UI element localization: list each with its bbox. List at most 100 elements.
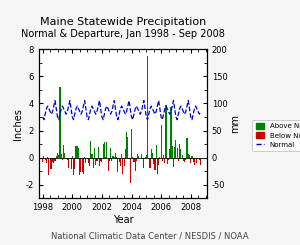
Bar (190, 158, 191, 163)
Bar (96, 158, 98, 161)
Bar (111, 158, 112, 161)
Bar (93, 158, 94, 168)
Bar (158, 158, 159, 165)
Bar (62, 158, 63, 160)
Bar (48, 158, 50, 175)
Bar (117, 158, 119, 172)
Bar (135, 158, 136, 171)
Bar (53, 158, 54, 163)
Bar (80, 158, 82, 172)
Bar (72, 156, 73, 158)
Bar (59, 87, 61, 158)
Bar (193, 158, 194, 161)
Bar (47, 157, 48, 158)
Bar (180, 149, 181, 158)
Bar (98, 147, 99, 158)
Bar (185, 158, 186, 160)
Bar (115, 153, 116, 158)
Bar (182, 155, 183, 158)
Bar (68, 158, 69, 168)
Bar (118, 158, 120, 162)
Bar (90, 141, 92, 158)
Bar (125, 149, 126, 158)
Bar (137, 154, 138, 158)
Bar (166, 105, 167, 158)
Bar (78, 148, 79, 158)
Bar (51, 158, 52, 169)
Bar (89, 158, 90, 166)
Bar (109, 158, 110, 161)
Bar (124, 158, 125, 166)
Bar (189, 155, 190, 158)
Bar (64, 153, 65, 158)
Bar (194, 158, 195, 165)
Bar (153, 158, 154, 164)
Bar (167, 158, 168, 164)
Bar (106, 142, 107, 158)
Bar (146, 155, 147, 158)
Bar (199, 158, 200, 160)
Bar (183, 158, 184, 161)
Bar (157, 158, 158, 174)
Bar (52, 158, 53, 162)
Bar (168, 158, 169, 160)
Bar (138, 156, 140, 158)
Bar (45, 158, 46, 160)
Bar (159, 157, 160, 158)
Bar (101, 158, 103, 162)
Bar (200, 158, 201, 165)
Bar (141, 154, 142, 158)
Legend: Above Normal, Below Normal, Normal: Above Normal, Below Normal, Normal (253, 120, 300, 151)
Bar (143, 158, 144, 168)
Bar (178, 158, 179, 161)
Bar (130, 158, 131, 183)
Bar (73, 158, 74, 175)
Bar (103, 144, 104, 158)
Bar (77, 146, 78, 158)
Bar (46, 158, 47, 163)
Bar (136, 158, 137, 161)
Bar (160, 125, 162, 158)
Bar (85, 158, 86, 163)
Bar (94, 148, 95, 158)
Bar (187, 138, 188, 158)
Bar (173, 158, 174, 167)
Bar (156, 145, 157, 158)
Text: National Climatic Data Center / NESDIS / NOAA: National Climatic Data Center / NESDIS /… (51, 231, 249, 240)
Bar (55, 158, 56, 161)
Bar (122, 158, 123, 174)
Bar (128, 158, 130, 159)
Bar (56, 156, 57, 158)
Bar (163, 155, 164, 158)
Bar (151, 149, 152, 158)
Bar (61, 154, 62, 158)
Bar (179, 144, 180, 158)
Bar (84, 157, 85, 158)
Bar (120, 158, 121, 166)
Bar (188, 155, 189, 158)
Bar (184, 158, 185, 162)
Bar (58, 155, 59, 158)
Bar (88, 158, 89, 163)
Bar (170, 107, 172, 158)
Bar (131, 129, 132, 158)
Bar (169, 149, 170, 158)
Bar (67, 158, 68, 160)
Y-axis label: Inches: Inches (13, 108, 23, 140)
Bar (112, 156, 114, 158)
Y-axis label: mm: mm (230, 114, 240, 133)
Bar (162, 158, 163, 161)
Bar (92, 154, 93, 158)
Bar (177, 147, 178, 158)
Bar (95, 158, 96, 165)
Bar (114, 157, 115, 158)
Bar (107, 158, 109, 171)
Bar (99, 158, 100, 166)
Bar (152, 153, 153, 158)
Bar (154, 158, 155, 170)
Bar (126, 132, 127, 158)
Bar (147, 56, 148, 158)
Bar (70, 158, 72, 169)
Bar (174, 147, 175, 158)
Bar (191, 156, 193, 158)
